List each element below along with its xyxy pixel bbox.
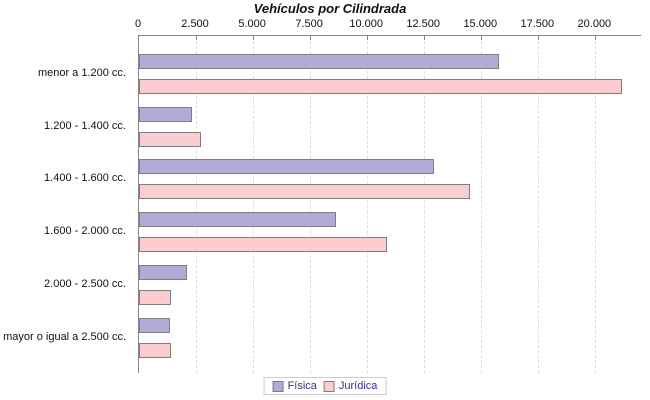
chart-title: Vehículos por Cilindrada [253, 1, 407, 16]
x-axis: 0 2.500 5.000 7.500 10.000 12.500 15.000 17.500… [0, 18, 650, 32]
x-tick-mark [595, 36, 597, 40]
gridline [538, 36, 540, 373]
x-tick-label: 17.500 [520, 18, 555, 30]
bar-juridica [139, 237, 388, 253]
legend-label-juridica: Jurídica [338, 380, 378, 392]
gridline [196, 36, 198, 373]
legend-entry-juridica: Jurídica [323, 380, 378, 392]
x-tick-label: 15.000 [463, 18, 498, 30]
legend-label-fisica: Física [287, 380, 317, 392]
bar-fisica [139, 54, 500, 69]
category-label: 1.600 - 2.000 cc. [44, 225, 126, 238]
legend-swatch-fisica [272, 380, 284, 392]
bar-juridica [139, 289, 171, 305]
category-label: 2.000 - 2.500 cc. [44, 277, 126, 290]
x-tick-mark [196, 36, 198, 40]
gridline [367, 36, 369, 373]
x-tick-mark [424, 36, 426, 40]
x-tick-mark [367, 36, 369, 40]
x-tick-label: 10.000 [349, 18, 383, 30]
y-axis-category-labels: menor a 1.200 cc. 1.200 - 1.400 cc. 1.400 … [0, 35, 131, 372]
gridline [595, 36, 597, 373]
bar-juridica [139, 184, 470, 200]
bar-fisica [139, 317, 170, 333]
x-tick-label: 0 [134, 18, 142, 30]
gridline [481, 36, 483, 373]
bar-fisica [139, 106, 193, 122]
bar-juridica [139, 79, 623, 94]
gridline [424, 36, 426, 373]
bar-fisica [139, 212, 337, 228]
plot-area [138, 35, 641, 373]
x-tick-mark [538, 36, 540, 40]
bar-juridica [139, 131, 202, 147]
x-tick-mark [310, 36, 312, 40]
gridline [253, 36, 255, 373]
category-label: 1.400 - 1.600 cc. [44, 172, 126, 185]
category-label: mayor o igual a 2.500 cc. [3, 330, 126, 343]
x-tick-label: 7.500 [295, 18, 323, 30]
legend-entry-fisica: Física [272, 380, 317, 392]
x-tick-mark [481, 36, 483, 40]
gridline [310, 36, 312, 373]
legend-swatch-juridica [323, 380, 335, 392]
x-tick-label: 12.500 [406, 18, 441, 30]
category-label: 1.200 - 1.400 cc. [44, 119, 126, 132]
x-tick-label: 2.500 [181, 18, 209, 30]
bar-fisica [139, 159, 435, 175]
x-tick-mark [253, 36, 255, 40]
bar-juridica [139, 342, 171, 358]
category-label: menor a 1.200 cc. [37, 67, 126, 79]
x-tick-label: 5.000 [238, 18, 266, 30]
legend: Física Jurídica [263, 377, 387, 395]
bar-fisica [139, 264, 187, 280]
x-tick-label: 20.000 [577, 18, 612, 30]
